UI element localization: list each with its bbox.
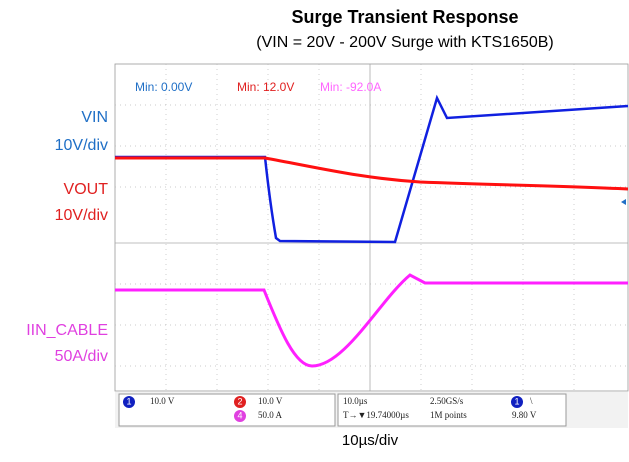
ch-id: 1 [126,396,131,406]
ch-scale: 50.0 A [258,410,283,420]
subtitle: (VIN = 20V - 200V Surge with KTS1650B) [256,34,553,51]
sample-rate: 2.50GS/s [430,396,464,406]
trig-ch: 1 [514,396,519,406]
timebase: 10.0µs [343,396,368,406]
channel-scale: 10V/div [55,137,108,154]
record-length: 1M points [430,410,467,420]
readout: Min: -92.0A [320,80,381,94]
trigger-marker [621,199,626,205]
ch-scale: 10.0 V [150,396,175,406]
vert-box [118,393,336,427]
status-bar: 1 10.0 V 2 10.0 V 4 50.0 A 10.0µs 2.50GS… [115,392,628,428]
channel-scale: 50A/div [55,348,108,365]
ch-id: 4 [237,410,242,420]
x-label: 10µs/div [342,432,399,449]
scope-screen: Min: 0.00V Min: 12.0V Min: -92.0A [114,63,629,392]
title: Surge Transient Response [291,7,518,27]
vin-trace [115,94,629,244]
grid [115,64,628,391]
ch-scale: 10.0 V [258,396,283,406]
ch-id: 2 [237,396,242,406]
readout: Min: 12.0V [237,80,294,94]
channel-name: VOUT [64,181,109,198]
channel-name: VIN [81,109,108,126]
trig-slope: \ [530,396,533,406]
vout-trace [115,156,629,191]
iin-trace [115,273,628,368]
channel-scale: 10V/div [55,207,108,224]
screen-frame [114,63,629,392]
trigger-pos: T→▼19.74000µs [343,410,409,420]
readout: Min: 0.00V [135,80,192,94]
channel-name: IIN_CABLE [26,322,108,339]
trig-level: 9.80 V [512,410,537,420]
horiz-box [337,393,567,427]
